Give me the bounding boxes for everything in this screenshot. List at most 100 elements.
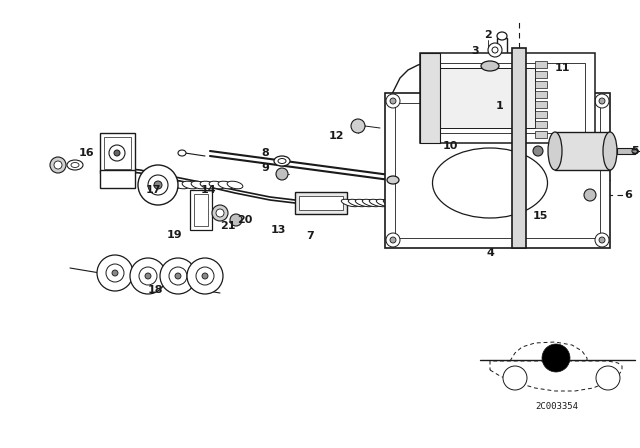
Ellipse shape	[481, 61, 499, 71]
Bar	[535, 81, 547, 88]
Text: 11: 11	[554, 63, 570, 73]
Text: 16: 16	[79, 148, 95, 158]
Ellipse shape	[200, 181, 216, 189]
Bar	[420, 53, 595, 143]
Bar	[535, 61, 547, 68]
Text: 15: 15	[532, 211, 548, 221]
Ellipse shape	[274, 156, 290, 166]
Bar	[420, 53, 440, 143]
Bar	[104, 137, 131, 169]
Ellipse shape	[632, 148, 638, 154]
Bar	[194, 194, 208, 226]
Text: 6: 6	[624, 190, 632, 200]
Ellipse shape	[369, 199, 387, 207]
Circle shape	[169, 267, 187, 285]
Bar	[435, 68, 535, 128]
Text: 3: 3	[471, 46, 479, 56]
Text: 4: 4	[486, 248, 494, 258]
Circle shape	[154, 181, 162, 189]
Ellipse shape	[548, 132, 562, 170]
Circle shape	[488, 43, 502, 57]
Bar	[295, 192, 347, 214]
Text: 12: 12	[328, 131, 344, 141]
Bar	[555, 132, 610, 170]
Ellipse shape	[173, 181, 189, 189]
Bar	[617, 148, 635, 154]
Text: 9: 9	[261, 163, 269, 173]
Circle shape	[175, 273, 181, 279]
Ellipse shape	[387, 176, 399, 184]
Circle shape	[54, 161, 62, 169]
Circle shape	[596, 366, 620, 390]
Ellipse shape	[433, 148, 547, 218]
Bar	[512, 48, 526, 248]
Bar	[535, 91, 547, 98]
Circle shape	[276, 168, 288, 180]
Text: 2: 2	[484, 30, 492, 40]
Circle shape	[112, 270, 118, 276]
Circle shape	[492, 47, 498, 53]
Circle shape	[114, 150, 120, 156]
Ellipse shape	[71, 163, 79, 168]
Bar	[385, 93, 610, 248]
Ellipse shape	[355, 199, 372, 207]
Circle shape	[390, 237, 396, 243]
Ellipse shape	[182, 181, 198, 189]
Ellipse shape	[383, 199, 401, 207]
Circle shape	[230, 214, 242, 226]
Circle shape	[212, 205, 228, 221]
Circle shape	[216, 209, 224, 217]
Circle shape	[130, 258, 166, 294]
Ellipse shape	[155, 181, 171, 189]
Text: 18: 18	[147, 285, 163, 295]
Circle shape	[148, 175, 168, 195]
Circle shape	[386, 94, 400, 108]
Text: 2C003354: 2C003354	[536, 401, 579, 410]
Bar	[190, 190, 212, 230]
Ellipse shape	[341, 199, 359, 207]
Ellipse shape	[67, 160, 83, 170]
Ellipse shape	[218, 181, 234, 189]
Circle shape	[139, 267, 157, 285]
Bar	[535, 71, 547, 78]
Ellipse shape	[278, 159, 286, 164]
Ellipse shape	[412, 199, 429, 207]
Text: 20: 20	[237, 215, 253, 225]
Circle shape	[461, 201, 479, 219]
Text: 14: 14	[200, 185, 216, 195]
Circle shape	[351, 119, 365, 133]
Bar	[395, 103, 600, 238]
Ellipse shape	[603, 132, 617, 170]
Bar	[430, 63, 585, 133]
Bar	[535, 121, 547, 128]
Circle shape	[599, 98, 605, 104]
Text: 17: 17	[145, 185, 161, 195]
Circle shape	[160, 258, 196, 294]
Ellipse shape	[397, 199, 415, 207]
Bar	[100, 170, 135, 188]
Text: 13: 13	[270, 225, 285, 235]
Circle shape	[503, 366, 527, 390]
Circle shape	[138, 165, 178, 205]
Bar	[299, 196, 343, 210]
Ellipse shape	[191, 181, 207, 189]
Circle shape	[202, 273, 208, 279]
Circle shape	[599, 237, 605, 243]
Ellipse shape	[436, 199, 454, 211]
Polygon shape	[390, 60, 480, 123]
Bar	[535, 101, 547, 108]
Circle shape	[97, 255, 133, 291]
Ellipse shape	[362, 199, 380, 207]
Text: 1: 1	[496, 101, 504, 111]
Bar	[535, 131, 547, 138]
Ellipse shape	[497, 32, 507, 40]
Circle shape	[109, 145, 125, 161]
Text: 10: 10	[442, 141, 458, 151]
Circle shape	[390, 98, 396, 104]
Ellipse shape	[390, 199, 408, 207]
Circle shape	[145, 273, 151, 279]
Circle shape	[595, 233, 609, 247]
Circle shape	[196, 267, 214, 285]
Text: 8: 8	[261, 148, 269, 158]
Text: 19: 19	[167, 230, 183, 240]
